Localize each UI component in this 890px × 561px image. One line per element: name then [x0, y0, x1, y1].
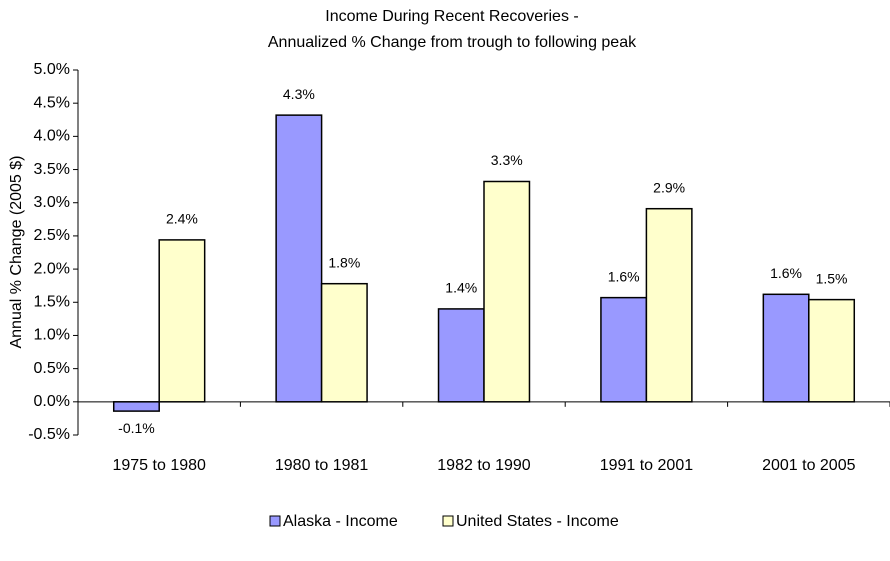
bar — [112, 401, 160, 412]
y-tick-label: 2.5% — [34, 227, 70, 244]
value-label: 2.9% — [653, 179, 685, 195]
bar — [762, 293, 810, 403]
y-tick-label: 2.0% — [34, 260, 70, 277]
y-tick-label: 3.5% — [34, 161, 70, 178]
y-tick-label: 1.0% — [34, 327, 70, 344]
y-tick-label: -0.5% — [28, 426, 70, 443]
x-tick-label: 2001 to 2005 — [762, 457, 856, 474]
y-tick-label: 0.5% — [34, 360, 70, 377]
value-label: 1.8% — [328, 254, 360, 270]
y-axis-label: Annual % Change (2005 $) — [8, 155, 25, 348]
bar — [645, 207, 693, 403]
y-tick-label: 3.0% — [34, 194, 70, 211]
x-tick-label: 1975 to 1980 — [112, 457, 206, 474]
value-label: 1.6% — [770, 265, 802, 281]
y-tick-label: 0.0% — [34, 393, 70, 410]
bar — [437, 308, 485, 403]
value-label: 4.3% — [283, 86, 315, 102]
value-label: 2.4% — [166, 211, 198, 227]
x-tick-label: 1982 to 1990 — [437, 457, 531, 474]
bar — [320, 282, 368, 403]
chart-title: Annualized % Change from trough to follo… — [268, 34, 637, 51]
chart-title: Income During Recent Recoveries - — [325, 8, 578, 25]
y-tick-label: 4.0% — [34, 128, 70, 145]
y-tick-label: 1.5% — [34, 293, 70, 310]
value-label: 1.6% — [608, 268, 640, 284]
bar — [158, 239, 206, 403]
legend-label: Alaska - Income — [283, 513, 398, 530]
value-label: 1.5% — [816, 270, 848, 286]
y-tick-label: 5.0% — [34, 61, 70, 78]
value-label: 1.4% — [445, 280, 477, 296]
bar — [275, 114, 323, 403]
y-tick-label: 4.5% — [34, 94, 70, 111]
bar — [808, 298, 856, 403]
bar — [600, 296, 648, 403]
legend-swatch — [442, 515, 454, 527]
legend-label: United States - Income — [456, 513, 619, 530]
bar — [483, 180, 531, 403]
value-label: 3.3% — [491, 152, 523, 168]
legend-swatch — [269, 515, 281, 527]
value-label: -0.1% — [118, 420, 155, 436]
x-tick-label: 1991 to 2001 — [600, 457, 694, 474]
x-tick-label: 1980 to 1981 — [275, 457, 369, 474]
